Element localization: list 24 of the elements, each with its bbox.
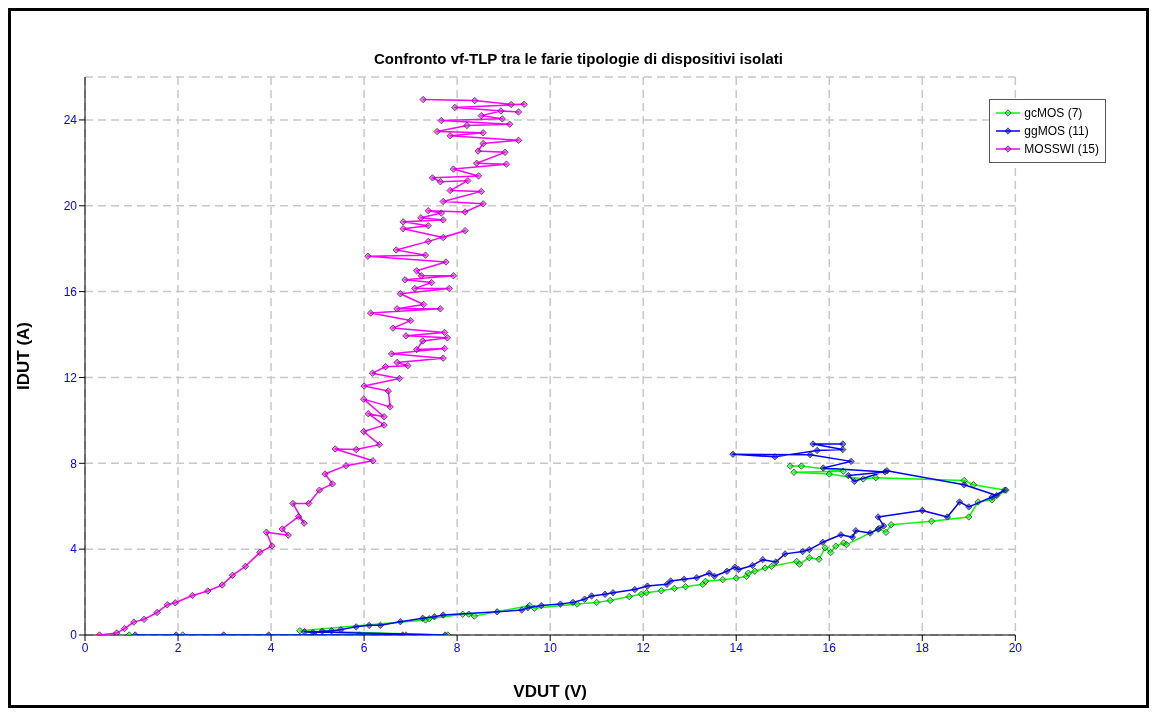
x-tick-label: 6 xyxy=(360,640,368,655)
x-tick-label: 20 xyxy=(1008,640,1023,655)
legend-label: MOSSWI (15) xyxy=(1024,141,1099,158)
y-tick-label: 24 xyxy=(63,113,78,128)
y-axis-title: IDUT (A) xyxy=(14,322,34,390)
x-tick-label: 4 xyxy=(267,640,275,655)
x-tick-label: 2 xyxy=(174,640,182,655)
x-tick-label: 14 xyxy=(729,640,744,655)
x-tick-label: 16 xyxy=(822,640,837,655)
y-tick-label: 8 xyxy=(70,456,78,471)
y-tick-label: 20 xyxy=(63,199,78,214)
y-tick-label: 4 xyxy=(70,542,78,557)
x-axis-title: VDUT (V) xyxy=(513,682,587,701)
y-tick-label: 16 xyxy=(63,284,78,299)
x-tick-label: 8 xyxy=(453,640,461,655)
legend-label: gcMOS (7) xyxy=(1024,105,1083,122)
x-tick-label: 0 xyxy=(81,640,89,655)
y-tick-label: 12 xyxy=(63,370,78,385)
x-tick-label: 10 xyxy=(543,640,558,655)
y-tick-label: 0 xyxy=(70,628,78,643)
x-tick-label: 18 xyxy=(915,640,930,655)
x-tick-label: 12 xyxy=(636,640,651,655)
legend-label: ggMOS (11) xyxy=(1024,123,1089,140)
chart-title: Confronto vf-TLP tra le farie tipologie di dispositivi isolati xyxy=(373,49,784,69)
